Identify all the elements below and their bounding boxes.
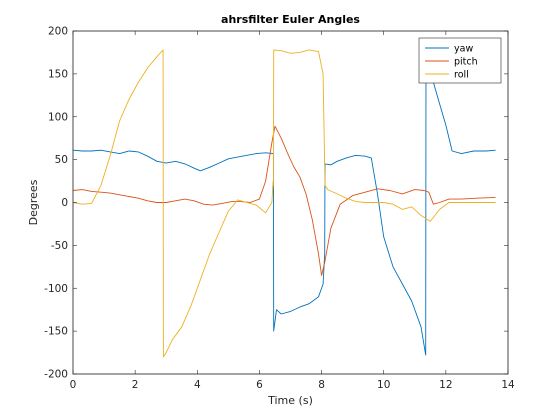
x-tick-label: 4 xyxy=(194,379,201,391)
y-tick-label: -100 xyxy=(44,283,68,295)
x-tick-label: 12 xyxy=(439,379,452,391)
x-tick-label: 10 xyxy=(377,379,390,391)
legend-label-yaw: yaw xyxy=(454,44,473,55)
plot-area: 0 2 4 6 8 10 12 14 -200 -150 -100 -50 0 50 100 150 200 xyxy=(44,26,515,392)
series-line-roll xyxy=(72,49,496,358)
x-axis-ticks: 0 2 4 6 8 10 12 14 xyxy=(70,31,515,391)
series-line-yaw xyxy=(72,48,496,356)
x-tick-label: 0 xyxy=(70,379,77,391)
y-tick-label: -150 xyxy=(44,326,68,338)
y-tick-label: -50 xyxy=(51,240,68,252)
x-tick-label: 14 xyxy=(501,379,515,391)
x-tick-label: 2 xyxy=(132,379,139,391)
series-line-pitch xyxy=(72,125,496,276)
y-axis-ticks: -200 -150 -100 -50 0 50 100 150 200 xyxy=(44,26,508,381)
legend-label-pitch: pitch xyxy=(454,57,478,68)
chart-title: ahrsfilter Euler Angles xyxy=(221,13,360,26)
series-layer xyxy=(72,48,496,358)
y-tick-label: 200 xyxy=(48,26,68,38)
y-tick-label: -200 xyxy=(44,369,68,381)
y-tick-label: 0 xyxy=(61,197,68,209)
x-tick-label: 8 xyxy=(318,379,325,391)
y-tick-label: 50 xyxy=(55,154,68,166)
x-tick-label: 6 xyxy=(256,379,263,391)
y-tick-label: 150 xyxy=(48,68,68,80)
y-axis-label: Degrees xyxy=(27,179,40,225)
legend-label-roll: roll xyxy=(454,70,469,81)
x-axis-label: Time (s) xyxy=(267,394,313,407)
chart-legend: yaw pitch roll xyxy=(418,37,502,84)
y-tick-label: 100 xyxy=(48,111,68,123)
